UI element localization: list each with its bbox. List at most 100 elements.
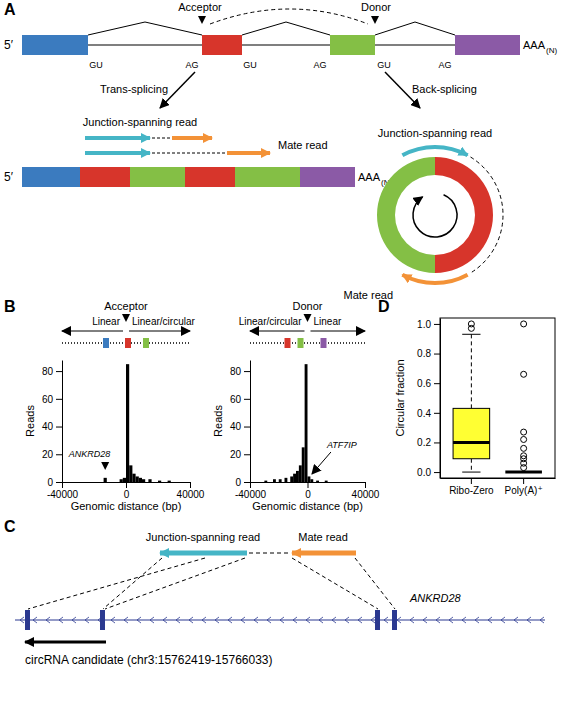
panel-c: Junction-spanning readMate readANKRD28ci… (15, 531, 545, 667)
bar (177, 482, 180, 483)
site-triangle (122, 314, 130, 322)
tick-mark (434, 354, 440, 355)
whisker-cap (462, 334, 480, 335)
bar (319, 482, 322, 483)
tick-label: 0 (47, 477, 53, 488)
tick-mark (523, 478, 524, 484)
strand-chevron (540, 617, 544, 623)
strand-chevron (228, 617, 232, 623)
circ-candidate-label: circRNA candidate (chr3:15762419-1576603… (25, 653, 273, 667)
whisker (471, 459, 472, 472)
mate-read-label: Mate read (278, 139, 328, 151)
tick-mark (244, 454, 250, 455)
five-prime: 5′ (4, 38, 14, 52)
outlier (521, 429, 527, 435)
tick: 20 (42, 449, 62, 460)
exon (300, 167, 355, 187)
strand-chevron (514, 617, 518, 623)
tick: 20 (230, 449, 250, 460)
strand-chevron (72, 617, 76, 623)
bar (139, 478, 142, 482)
panel-a: 5′AAA(N)GUAGGUAGGUAGAcceptorDonorTrans-s… (4, 1, 557, 301)
yticks-axis: 020406080 (230, 361, 251, 488)
insert (471, 157, 503, 273)
tick: 60 (42, 394, 62, 405)
mate-read (402, 275, 467, 283)
tick-label: 1.0 (417, 319, 431, 330)
gene-exon (392, 610, 397, 630)
splice-site: AG (313, 60, 326, 70)
exon (185, 167, 235, 187)
tick-label: -40000 (235, 489, 267, 500)
axis-line (250, 361, 251, 483)
bar (259, 482, 262, 483)
gene-exon (100, 610, 105, 630)
strand-chevron (436, 617, 440, 623)
bar (94, 482, 97, 483)
bar (285, 478, 288, 482)
region-label: Linear/circular (239, 316, 302, 327)
splice-site: GU (243, 60, 257, 70)
gene-exon (375, 610, 380, 630)
tick-mark (244, 482, 250, 483)
circ-candidate-arrow (25, 641, 106, 644)
strand-chevron (293, 617, 297, 623)
box (453, 408, 490, 458)
whisker (471, 334, 472, 408)
bar (168, 481, 171, 482)
bar (68, 482, 71, 483)
tick: 0.2 (417, 437, 440, 448)
strand-chevron (449, 617, 453, 623)
strand-chevron (202, 617, 206, 623)
tick-label: 40 (42, 421, 54, 432)
strand-chevron (423, 617, 427, 623)
insert (249, 553, 290, 554)
bar (331, 482, 334, 483)
tick-label: 80 (42, 366, 54, 377)
strand-chevron (46, 617, 50, 623)
bar (148, 479, 151, 482)
tick-label: 0.6 (417, 378, 431, 389)
tick: 40000 (177, 482, 205, 500)
strand-chevron (20, 617, 24, 623)
strand-chevron (163, 617, 167, 623)
tick-label: 60 (42, 394, 54, 405)
x-axis-title: Genomic distance (bp) (71, 500, 182, 512)
region-label: Linear (92, 316, 120, 327)
bar (152, 482, 155, 483)
exon (235, 167, 300, 187)
bar (359, 482, 362, 483)
tick: 0 (305, 482, 311, 500)
tick-label: 0.2 (417, 437, 431, 448)
splice-site: AG (438, 60, 451, 70)
bar (267, 482, 270, 483)
axis-line (441, 478, 556, 479)
exon (455, 35, 520, 55)
bar (180, 482, 183, 483)
strand-chevron (475, 617, 479, 623)
tick: 0 (124, 482, 130, 500)
tick-mark (434, 324, 440, 325)
strand-chevron (150, 617, 154, 623)
tick: 0.6 (417, 378, 440, 389)
tick: Ribo-Zero (449, 478, 494, 496)
bar (333, 482, 336, 483)
bar (161, 482, 164, 483)
mate-read-label: Mate read (298, 531, 348, 543)
tick-mark (244, 371, 250, 372)
region-label: Linear/circular (132, 316, 195, 327)
box-plot: 0.00.20.40.60.81.0Ribo-ZeroPoly(A)⁺Circu… (394, 318, 556, 496)
bar (78, 482, 81, 483)
y-axis-title: Circular fraction (394, 359, 406, 436)
tick-mark (56, 371, 62, 372)
tick-mark (56, 454, 62, 455)
y-axis-title: Reads (212, 405, 224, 437)
strand-chevron (488, 617, 492, 623)
plot-frame (440, 318, 555, 478)
bar (264, 481, 267, 482)
panel-label: A (4, 1, 16, 18)
junction-read-label: Junction-spanning read (83, 116, 197, 128)
tick-label: Poly(A)⁺ (505, 485, 543, 496)
strand-chevron (397, 617, 401, 623)
gene-exon (25, 610, 30, 630)
